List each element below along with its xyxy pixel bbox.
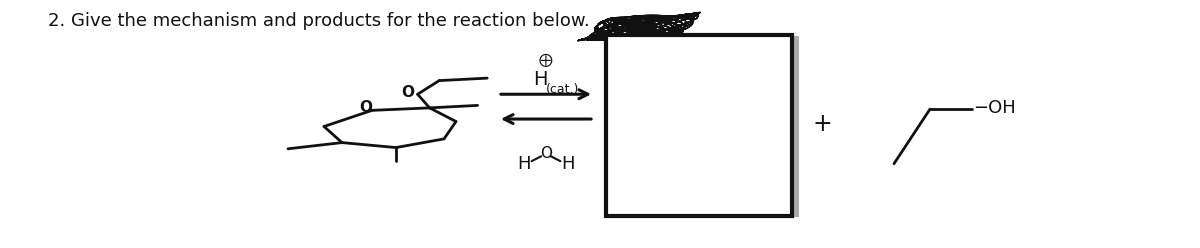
Text: (cat.): (cat.) (546, 83, 580, 96)
Text: H: H (533, 70, 547, 89)
Text: H: H (517, 155, 532, 173)
Text: O: O (402, 85, 414, 100)
Text: $\bigoplus$: $\bigoplus$ (539, 51, 553, 68)
Text: 2. Give the mechanism and products for the reaction below.: 2. Give the mechanism and products for t… (48, 12, 589, 31)
Bar (613, 36, 799, 217)
Text: O: O (360, 100, 372, 115)
Text: −OH: −OH (973, 99, 1016, 117)
Bar (606, 35, 792, 216)
Text: +: + (812, 112, 832, 136)
Text: H: H (560, 155, 575, 173)
Text: O: O (540, 146, 552, 161)
